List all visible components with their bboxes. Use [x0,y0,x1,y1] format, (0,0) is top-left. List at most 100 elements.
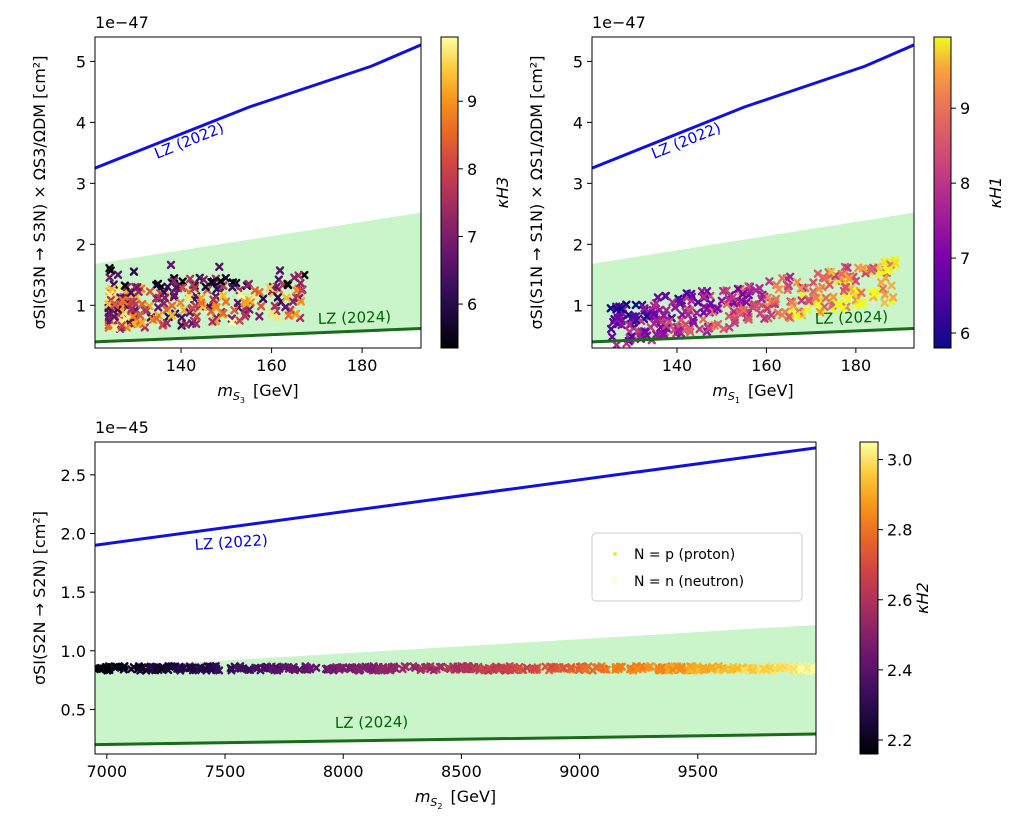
data-point [184,292,194,302]
data-point [774,285,784,294]
data-point [295,665,304,674]
data-point [559,664,568,673]
axes-frame [94,36,422,349]
data-point [195,273,204,283]
y-tick-label: 1 [76,296,86,315]
data-point [891,258,900,268]
data-point [613,313,622,322]
data-point [219,281,228,290]
data-point [250,286,260,295]
x-tick-label: 140 [662,356,693,375]
data-point [686,662,695,671]
data-point [626,665,635,674]
data-point [103,664,112,673]
plot-area [95,43,421,344]
data-point [530,664,539,673]
data-point [126,288,136,297]
axes-frame [94,441,817,755]
data-point [843,295,853,304]
data-point [714,662,723,671]
data-point [234,664,243,673]
x-axis-label: mS2[GeV] [415,787,496,811]
colorbar [440,36,459,349]
y-tick-label: 1 [573,296,583,315]
data-point [649,301,659,310]
data-point [258,294,268,303]
y-tick-label: 4 [76,113,86,132]
data-point [105,309,115,319]
y-axis-label: σSI(S1N → S1N) × ΩS1/ΩDM [cm²] [527,56,546,330]
data-point [784,281,793,290]
scatter-points [606,255,900,348]
data-point [192,312,201,321]
x-tick-label: 160 [256,356,287,375]
data-point [187,663,196,672]
data-point [228,283,237,292]
data-point [230,305,239,315]
data-point [803,663,812,672]
data-point [233,298,243,308]
data-point [212,284,222,294]
data-point [514,665,523,674]
data-point [771,294,781,303]
data-point [652,315,661,324]
data-point [659,329,669,339]
allowed-band [95,624,816,745]
data-point [825,280,834,290]
lz2022-label: LZ (2022) [152,119,227,163]
data-point [164,666,173,675]
data-point [784,664,793,673]
data-point [724,294,734,304]
panel-top-left: LZ (2022) LZ (2024) 140 160 180 1 2 3 4 5 1e−47 mS3… [30,13,512,405]
data-point [158,321,167,330]
data-point [444,663,453,672]
axis-offset-label: 1e−47 [592,13,646,32]
colorbar-tick-label: 9 [960,99,970,118]
data-point [811,293,821,303]
data-point [212,303,221,312]
data-point [251,663,260,672]
data-point [435,662,444,671]
data-point [814,284,823,294]
data-point [171,283,181,292]
data-point [244,279,254,289]
y-axis-label: σSI(S2N → S2N) [cm²] [30,511,49,685]
data-point [106,266,115,275]
plot-area [95,446,816,747]
data-point [178,277,187,286]
data-point [208,317,217,326]
scatter-points [104,260,309,333]
data-point [752,301,761,311]
data-point [678,663,687,672]
data-point [682,289,691,298]
colorbar-label: κH3 [493,177,512,209]
data-point [684,310,693,320]
x-tick-label: 7500 [205,762,246,781]
data-point [762,665,771,674]
data-point [785,272,795,281]
data-point [127,304,136,314]
data-point [695,324,704,334]
data-point [703,304,712,313]
x-tick-label: 7000 [86,762,127,781]
data-point [240,297,249,307]
data-point [377,666,386,675]
data-point [129,312,138,321]
data-point [713,319,723,329]
legend-label: N = n (neutron) [634,574,744,590]
data-point [851,276,860,286]
data-point [484,663,493,672]
panel-bottom: LZ (2022) LZ (2024) 7000 7500 8000 8500 9000 95… [30,418,932,811]
data-point [713,304,722,313]
data-point [698,315,708,324]
data-point [841,283,851,292]
y-tick-label: 2 [76,235,86,254]
data-point [420,663,429,672]
data-point [693,298,703,307]
colorbar-tick-label: 2.2 [887,731,912,750]
legend-dot-marker [613,552,617,556]
data-point [765,277,774,286]
data-point [113,270,123,279]
data-point [167,301,177,310]
data-point [778,274,787,283]
